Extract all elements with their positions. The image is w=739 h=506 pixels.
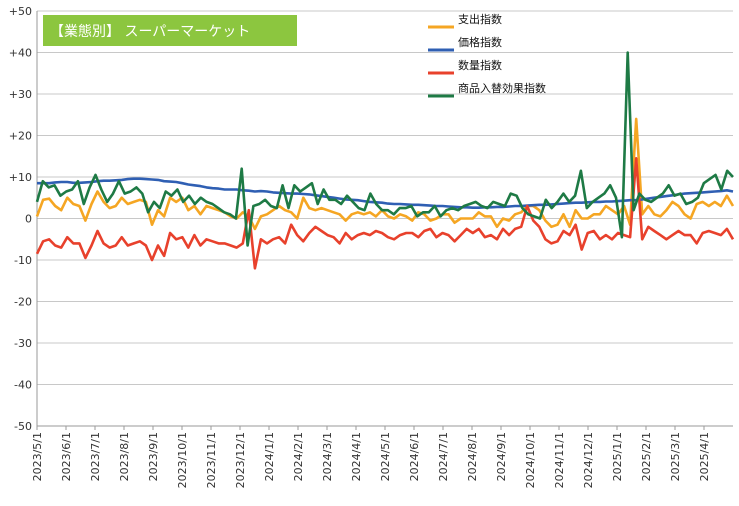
y-axis-tick-labels: +50 +40 +30 +20 +10 0 -10 -20 -30 -40 -50 <box>9 5 32 433</box>
x-tick-label: 2024/8/1 <box>466 432 479 481</box>
x-tick-label: 2024/2/1 <box>292 432 305 481</box>
chart-title: 【業態別】 スーパーマーケット <box>50 24 250 40</box>
x-tick-label: 2025/4/1 <box>698 432 711 481</box>
x-axis-tick-labels: 2023/5/1 2023/6/1 2023/7/1 2023/8/1 2023/9/1… <box>31 426 711 488</box>
y-tick-label: +40 <box>9 47 32 60</box>
y-tick-label: 0 <box>25 213 32 226</box>
x-tick-label: 2024/1/1 <box>263 432 276 481</box>
x-tick-label: 2023/5/1 <box>31 432 44 481</box>
y-tick-label: +20 <box>9 130 32 143</box>
legend-label: 商品入替効果指数 <box>458 81 546 95</box>
y-tick-label: -10 <box>14 254 32 267</box>
series-lines <box>35 51 735 270</box>
x-tick-label: 2024/9/1 <box>495 432 508 481</box>
x-tick-label: 2023/6/1 <box>60 432 73 481</box>
series-line-4 <box>35 51 734 247</box>
y-tick-label: -20 <box>14 296 32 309</box>
x-tick-label: 2025/3/1 <box>669 432 682 481</box>
x-tick-label: 2024/5/1 <box>379 432 392 481</box>
x-tick-label: 2023/12/1 <box>234 432 247 488</box>
x-tick-label: 2023/10/1 <box>176 432 189 488</box>
y-tick-label: +50 <box>9 5 32 18</box>
legend-label: 数量指数 <box>458 58 502 72</box>
x-tick-label: 2024/7/1 <box>437 432 450 481</box>
x-tick-label: 2024/11/1 <box>553 432 566 488</box>
legend-label: 支出指数 <box>458 12 502 26</box>
x-tick-label: 2024/6/1 <box>408 432 421 481</box>
x-tick-label: 2025/2/1 <box>640 432 653 481</box>
title-background <box>43 15 297 46</box>
chart-title-box: 【業態別】 スーパーマーケット <box>43 15 297 46</box>
y-tick-label: +30 <box>9 88 32 101</box>
x-tick-label: 2025/1/1 <box>611 432 624 481</box>
x-tick-label: 2024/10/1 <box>524 432 537 488</box>
series-line-1 <box>35 117 735 231</box>
x-tick-label: 2024/4/1 <box>350 432 363 481</box>
y-tick-label: -40 <box>14 379 32 392</box>
x-tick-label: 2024/12/1 <box>582 432 595 488</box>
y-tick-label: -50 <box>14 420 32 433</box>
x-tick-label: 2023/9/1 <box>147 432 160 481</box>
x-tick-label: 2024/3/1 <box>321 432 334 481</box>
legend-label: 価格指数 <box>458 35 502 49</box>
x-tick-label: 2023/7/1 <box>89 432 102 481</box>
x-tick-label: 2023/11/1 <box>205 432 218 488</box>
series-line-3 <box>35 157 735 270</box>
y-tick-label: +10 <box>9 171 32 184</box>
x-tick-label: 2023/8/1 <box>118 432 131 481</box>
y-tick-label: -30 <box>14 337 32 350</box>
